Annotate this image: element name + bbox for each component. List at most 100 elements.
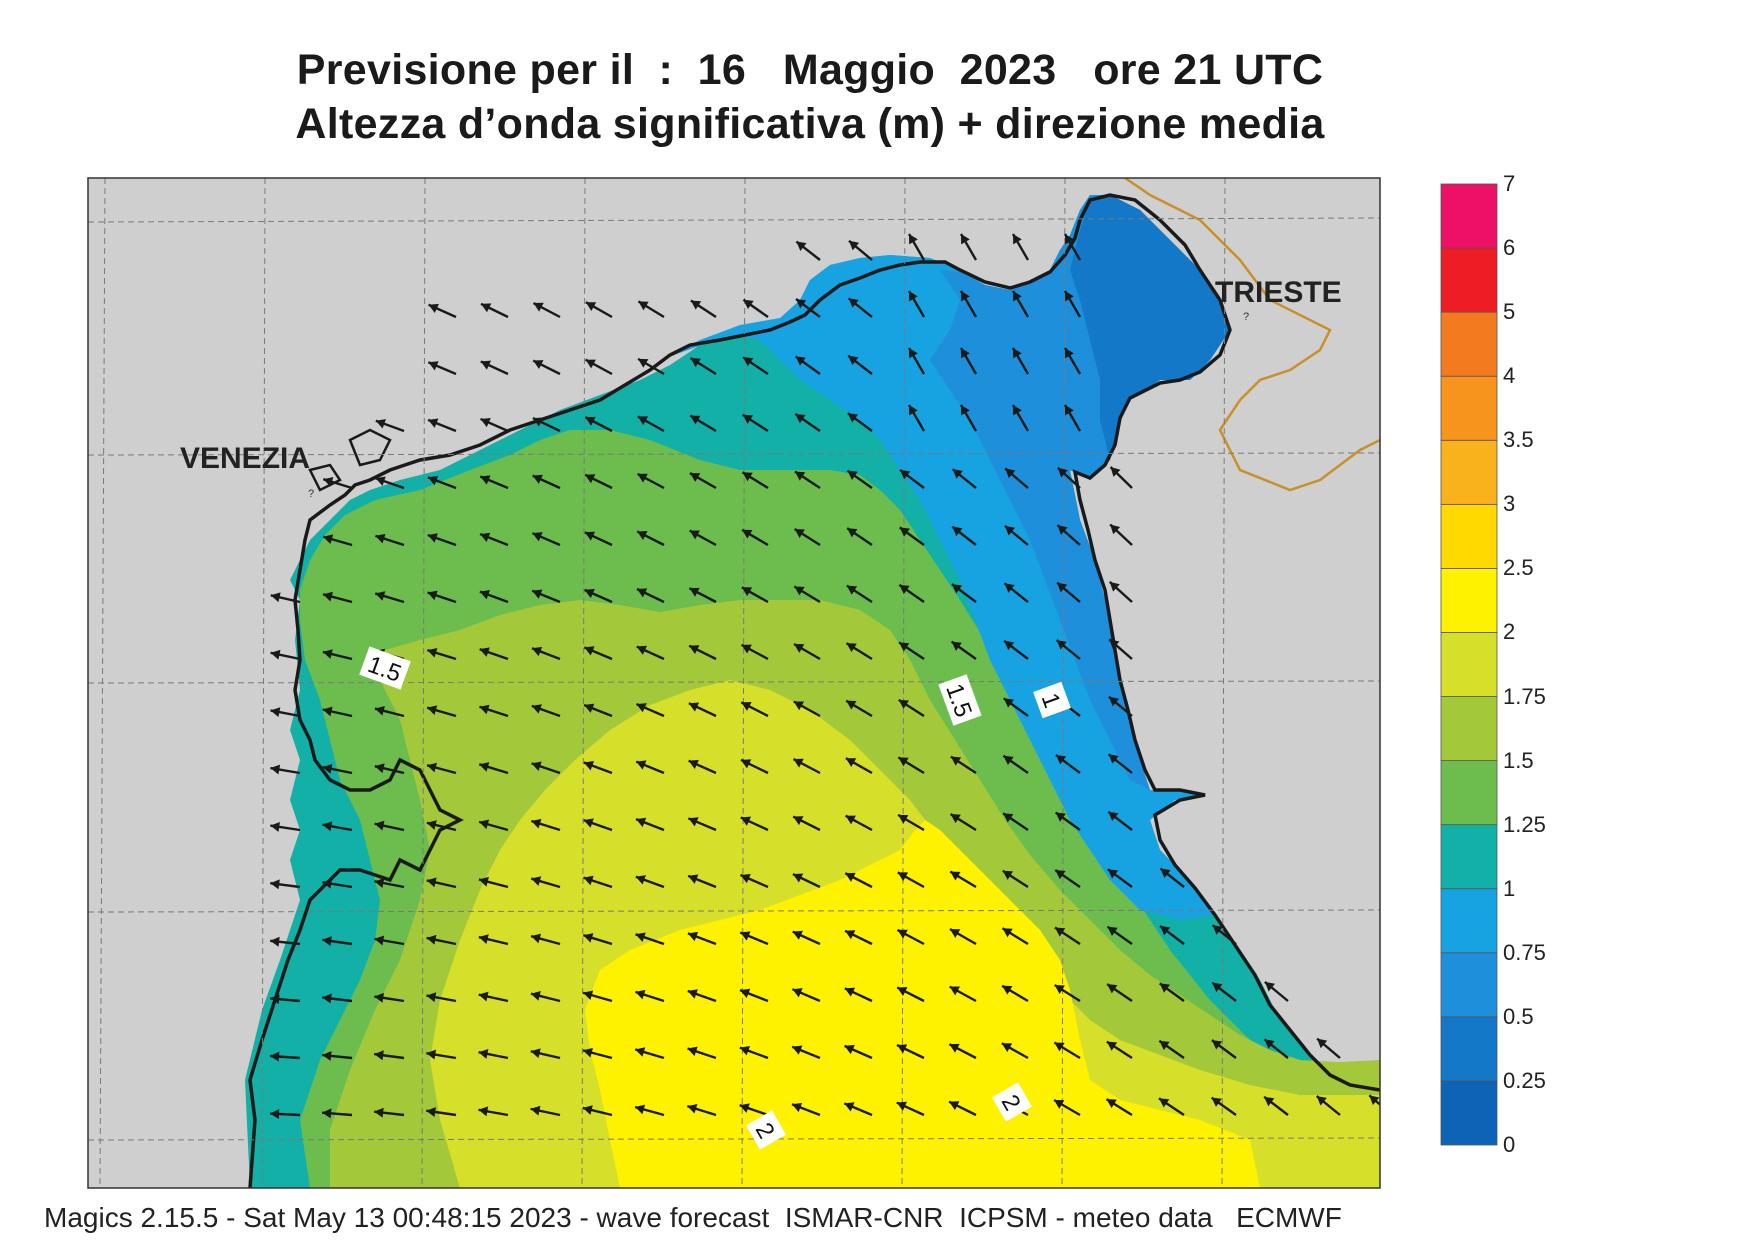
- wave-arrow-head: [636, 588, 648, 598]
- wave-arrow-head: [427, 533, 438, 543]
- colorbar-swatch: [1440, 824, 1498, 890]
- colorbar-tick-label: 0.5: [1503, 1003, 1534, 1029]
- wave-arrow-head: [848, 298, 859, 308]
- wave-arrow-head: [740, 931, 751, 941]
- wave-arrow-head: [792, 988, 803, 998]
- wave-arrow-head: [375, 533, 386, 544]
- wave-arrow-head: [742, 529, 753, 539]
- colorbar-swatch: [1440, 503, 1498, 569]
- wave-arrow-head: [374, 763, 385, 774]
- wave-arrow-head: [531, 876, 542, 886]
- wave-arrow-head: [793, 816, 804, 826]
- wave-arrow-head: [844, 1044, 855, 1055]
- wave-arrow-head: [1013, 291, 1022, 302]
- wave-arrow-head: [635, 875, 646, 885]
- wave-arrow-head: [1159, 983, 1170, 993]
- wave-arrow-head: [1004, 583, 1015, 593]
- wave-arrow-head: [741, 644, 752, 654]
- footer-credits: Magics 2.15.5 - Sat May 13 00:48:15 2023…: [44, 1202, 1342, 1233]
- wave-arrow-head: [1054, 1042, 1065, 1052]
- colorbar-tick-label: 1: [1503, 875, 1516, 901]
- wave-arrow-head: [322, 1050, 332, 1061]
- wave-arrow-head: [844, 987, 856, 997]
- wave-arrow-head: [961, 405, 970, 416]
- wave-arrow-head: [478, 1049, 489, 1059]
- wave-arrow-head: [635, 932, 646, 942]
- wave-arrow-head: [426, 820, 437, 830]
- wave-arrow-head: [635, 989, 646, 1000]
- colorbar-tick-label: 4: [1503, 363, 1516, 389]
- wave-arrow-head: [1369, 1095, 1380, 1106]
- wave-arrow-head: [847, 528, 858, 538]
- wave-arrow-head: [794, 471, 806, 481]
- wave-arrow-head: [478, 991, 489, 1002]
- wave-arrow-head: [427, 475, 439, 486]
- wave-arrow-head: [270, 707, 281, 718]
- wave-arrow-head: [426, 934, 437, 945]
- wave-arrow-head: [530, 1048, 541, 1059]
- colorbar-swatch: [1440, 888, 1498, 954]
- wave-arrow-head: [322, 706, 333, 717]
- wave-arrow-head: [949, 986, 960, 996]
- wave-arrow-head: [844, 1102, 855, 1112]
- colorbar-tick-label: 3: [1503, 491, 1516, 517]
- wave-arrow-head: [1212, 925, 1223, 935]
- colorbar-swatch: [1440, 311, 1498, 377]
- wave-arrow-head: [845, 930, 856, 940]
- wave-arrow-head: [741, 701, 752, 711]
- wave-arrow-head: [950, 756, 962, 766]
- wave-arrow-head: [1002, 928, 1013, 938]
- wave-arrow-head: [428, 418, 439, 428]
- wave-arrow-head: [950, 814, 961, 824]
- wave-arrow-head: [374, 935, 385, 946]
- wave-arrow-head: [374, 820, 385, 831]
- wave-arrow-head: [688, 874, 699, 884]
- wave-arrow-head: [1316, 1096, 1327, 1106]
- wave-arrow-head: [637, 531, 648, 540]
- wave-arrow-head: [374, 1107, 384, 1118]
- wave-arrow-head: [582, 1105, 593, 1115]
- wave-arrow-head: [740, 873, 751, 884]
- wave-arrow-head: [792, 1045, 803, 1055]
- lagoon-island: [348, 428, 392, 467]
- wave-arrow-head: [740, 816, 752, 826]
- contour-label: 1: [1033, 681, 1071, 719]
- wave-arrow-head: [322, 591, 333, 602]
- colorbar-tick-label: 1.75: [1503, 683, 1546, 709]
- wave-arrow-head: [322, 649, 333, 659]
- wave-arrow-head: [743, 357, 754, 367]
- wave-arrow-head: [322, 936, 332, 947]
- wave-arrow-head: [583, 760, 595, 771]
- wave-arrow-head: [635, 1104, 646, 1115]
- wave-arrow-head: [428, 361, 439, 371]
- wave-arrow-head: [1001, 1043, 1013, 1053]
- wave-arrow-head: [531, 933, 542, 944]
- wave-arrow-head: [480, 417, 491, 428]
- wave-arrow-head: [530, 1105, 541, 1116]
- wave-arrow-head: [427, 647, 438, 658]
- wave-arrow-head: [949, 1043, 960, 1053]
- wave-arrow-head: [480, 360, 492, 370]
- wave-arrow-head: [1110, 467, 1121, 477]
- wave-arrow-head: [478, 876, 489, 887]
- wave-arrow-head: [583, 990, 594, 1001]
- city-marker-trieste: ?: [1243, 311, 1249, 323]
- wave-arrow-head: [1065, 348, 1074, 359]
- colorbar-tick-label: 5: [1503, 299, 1516, 325]
- wave-arrow-head: [689, 587, 700, 597]
- wave-arrow-head: [899, 527, 910, 537]
- colorbar-tick-label: 0.75: [1503, 939, 1546, 965]
- colorbar-swatch: [1440, 375, 1498, 441]
- wave-arrow-head: [1055, 812, 1066, 822]
- wave-arrow-head: [636, 760, 647, 770]
- wave-arrow-head: [530, 991, 541, 1001]
- coastline: [248, 193, 1380, 1188]
- wave-arrow-head: [426, 1049, 437, 1060]
- wave-arrow-head: [374, 992, 384, 1003]
- wave-arrow-head: [1005, 468, 1016, 479]
- wave-arrow-head: [845, 758, 857, 767]
- wave-arrow-head: [897, 987, 908, 996]
- wave-arrow-head: [375, 476, 386, 486]
- colorbar-tick-label: 7: [1503, 171, 1516, 196]
